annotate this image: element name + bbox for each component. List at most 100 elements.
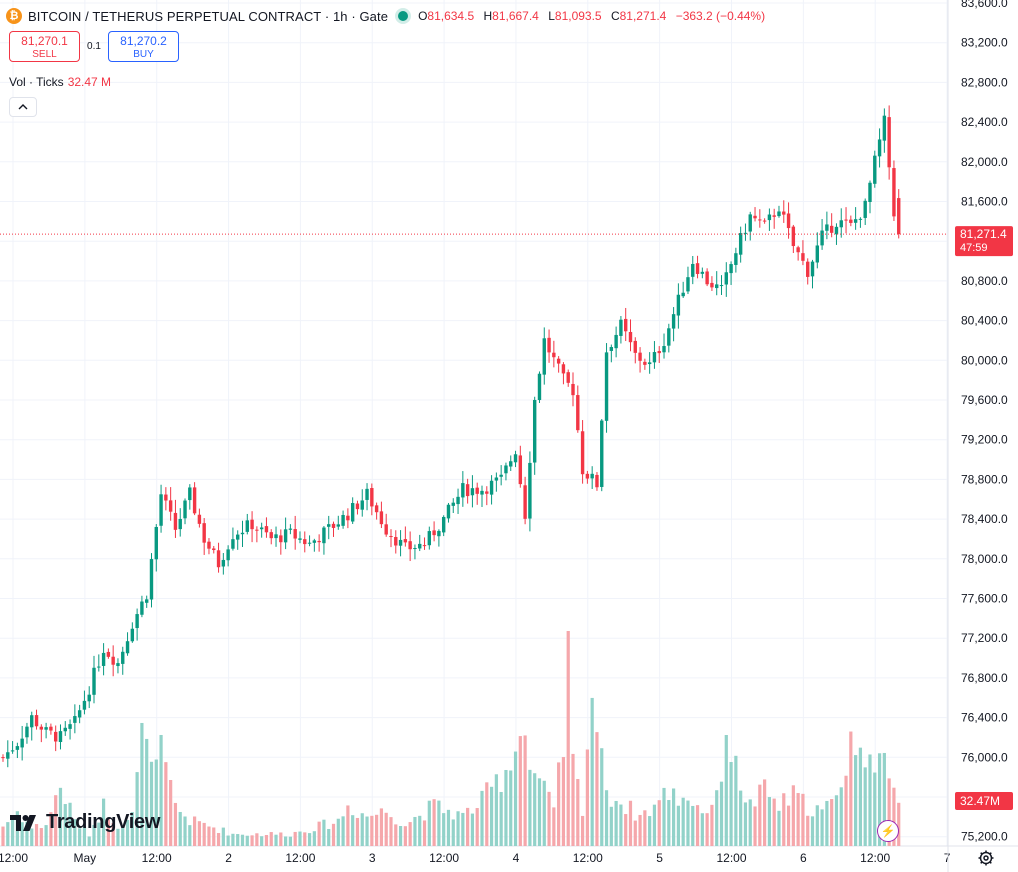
volume-bar [446,809,451,846]
candle [695,263,700,274]
candle [446,504,451,519]
volume-bar [183,816,187,846]
candle [509,461,513,467]
candle [149,559,154,600]
candle [782,211,786,215]
candle [839,220,843,228]
volume-bar [494,774,498,846]
volume-bar [264,834,269,846]
candle [135,614,139,629]
volume-bar [513,751,518,846]
volume-bar [427,800,431,846]
time-axis-label: 12:00 [429,851,459,865]
volume-bar [595,732,599,846]
price-axis-label: 78,400.0 [961,512,1008,526]
volume-label[interactable]: Vol · Ticks [9,75,64,89]
candle [111,656,115,665]
volume-bar [188,825,192,846]
symbol-title[interactable]: BITCOIN / TETHERUS PERPETUAL CONTRACT · … [28,8,389,24]
volume-bar [662,787,666,846]
tradingview-logo[interactable]: TradingView [10,811,160,834]
candle [456,496,460,505]
volume-bar [810,816,815,846]
candle [39,726,44,730]
volume-bar [336,818,340,846]
close-value: 81,271.4 [619,9,667,23]
candle [882,115,887,141]
buy-button[interactable]: 81,270.2 BUY [108,31,179,62]
candle [216,550,221,568]
volume-bar [557,762,561,846]
candle [197,514,202,524]
volume-bar [10,816,15,846]
candle [293,529,297,539]
volume-bar [489,786,494,846]
candle [250,519,254,530]
volume-bar [78,828,82,846]
volume-bar [533,773,537,846]
candle [236,534,240,540]
candle [614,334,618,349]
price-axis-label: 83,200.0 [961,36,1008,50]
time-axis-label: 7 [944,851,951,865]
volume-bar [528,769,532,846]
candle [322,527,326,544]
candle [15,746,20,750]
candle [183,500,187,519]
volume-bar [394,824,398,846]
volume-bar [480,790,484,846]
candle [125,641,130,654]
price-axis-label: 76,400.0 [961,711,1008,725]
volume-bar [667,800,671,846]
volume-bar [638,814,642,846]
price-axis-label: 82,000.0 [961,155,1008,169]
volume-badge [955,792,1013,810]
volume-bar [758,784,762,846]
volume-bar [193,816,197,846]
candle [523,485,527,519]
gear-icon[interactable] [977,849,995,867]
change-value: −363.2 (−0.44%) [675,9,766,23]
candle [341,514,345,526]
open-value: 81,634.5 [427,9,475,23]
volume-bar [49,812,53,846]
candle [810,261,815,277]
candle [202,523,206,543]
chevron-up-icon [18,104,28,110]
price-axis-label: 82,800.0 [961,75,1008,89]
volume-bar [820,809,824,846]
volume-bar [54,795,58,846]
volume-bar [830,799,834,846]
candle [441,516,446,533]
price-axis-label: 77,200.0 [961,631,1008,645]
volume-bar [197,821,201,846]
candle [628,331,633,343]
volume-bar [207,826,211,846]
candle [68,724,72,729]
candle [298,538,302,540]
volume-bar [154,759,158,846]
candle [863,200,867,218]
candle [58,731,63,743]
collapse-legend-button[interactable] [9,97,37,117]
volume-bar [815,805,819,846]
candle [657,351,661,354]
volume-bar [590,697,594,846]
candle [829,225,834,233]
time-axis-label: 6 [800,851,807,865]
candle [710,282,714,288]
volume-bar [140,722,144,846]
candle [667,328,671,346]
lightning-icon[interactable]: ⚡ [877,820,899,842]
volume-bar [130,812,134,846]
candle [25,726,29,738]
candle [10,750,15,752]
candle [303,539,307,545]
sell-button[interactable]: 81,270.1 SELL [9,31,80,62]
volume-bar [700,813,704,846]
candle [178,518,182,530]
candle [413,548,417,550]
candle [77,710,82,718]
volume-bar [106,819,110,846]
